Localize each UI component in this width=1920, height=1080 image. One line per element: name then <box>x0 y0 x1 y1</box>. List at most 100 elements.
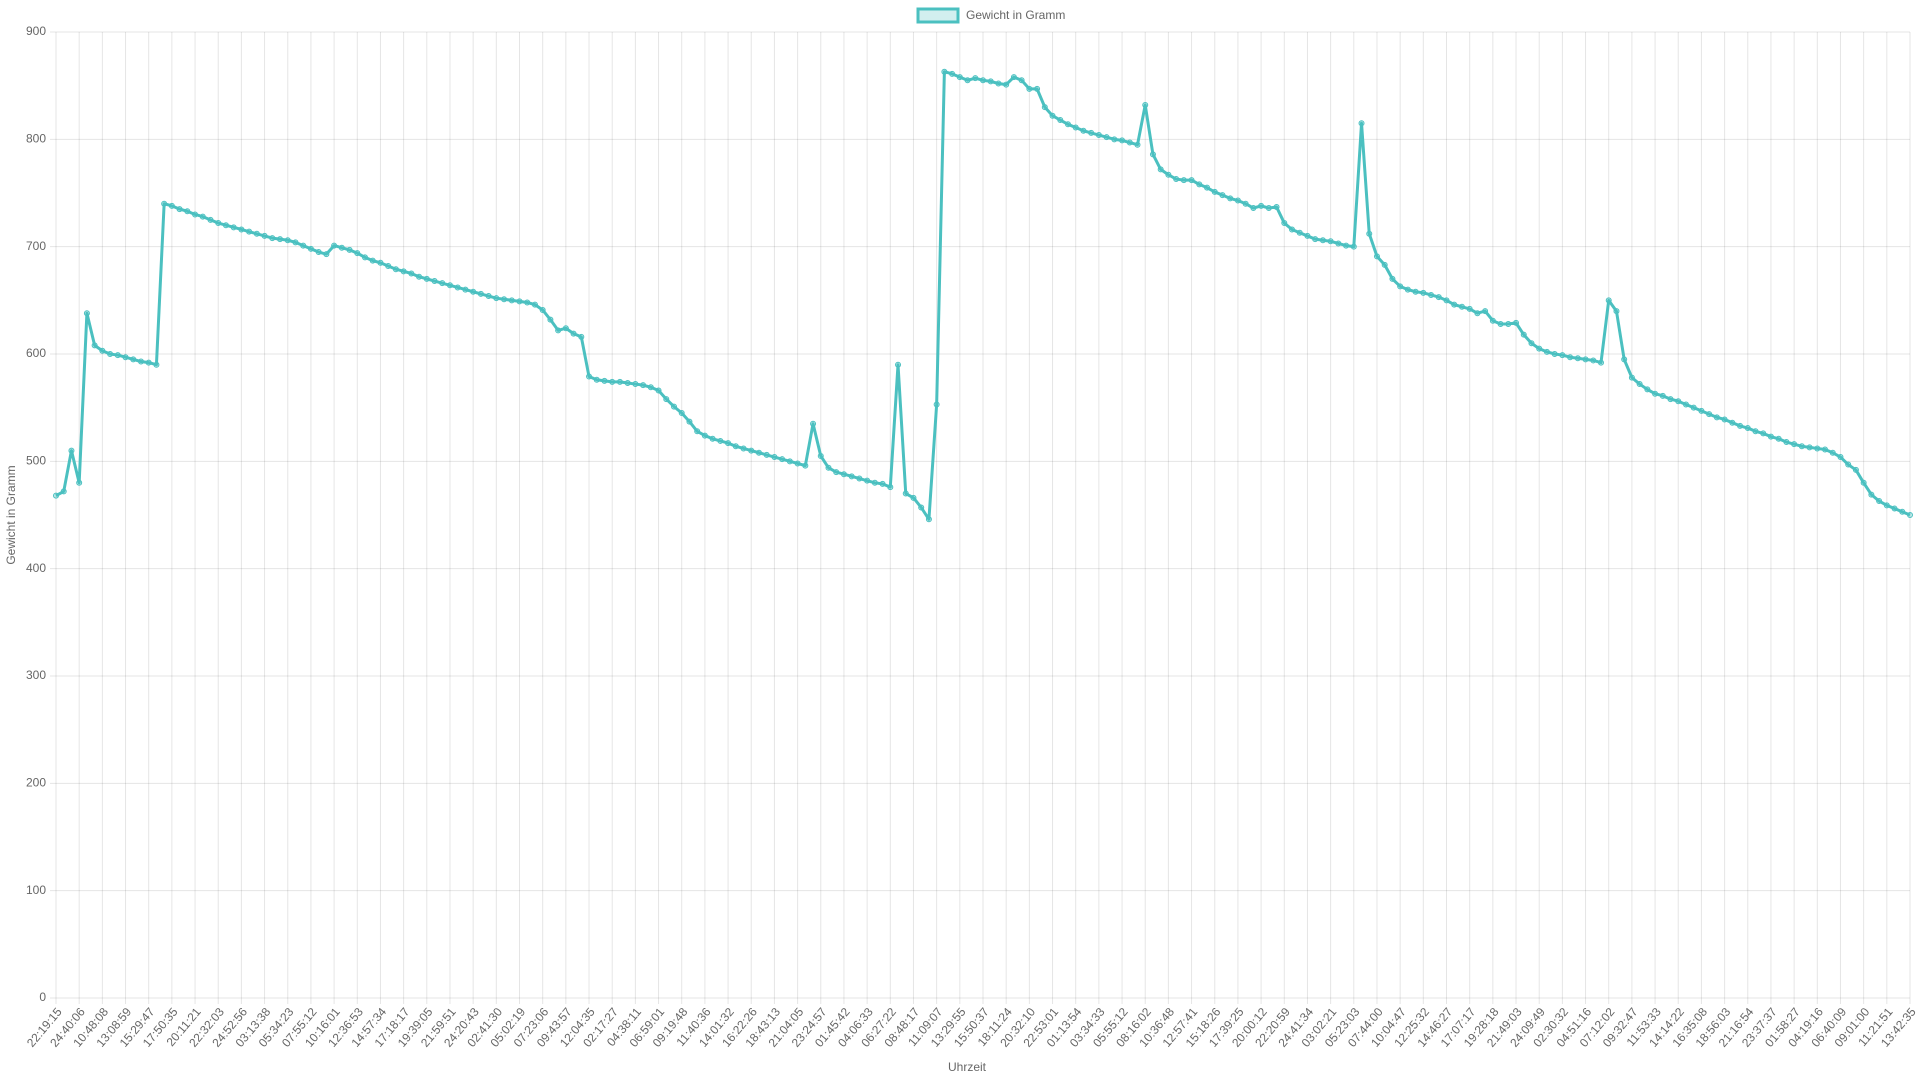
data-point <box>346 246 353 253</box>
data-point <box>539 306 546 313</box>
data-point <box>686 418 693 425</box>
y-tick-label: 100 <box>26 883 46 897</box>
data-point <box>1791 441 1798 448</box>
data-point <box>1505 320 1512 327</box>
data-point <box>1389 275 1396 282</box>
data-point <box>1590 357 1597 364</box>
data-point <box>392 266 399 273</box>
data-point <box>416 273 423 280</box>
data-point <box>1474 310 1481 317</box>
data-point <box>1103 134 1110 141</box>
data-point <box>1358 120 1365 127</box>
y-tick-label: 300 <box>26 668 46 682</box>
data-point <box>1806 444 1813 451</box>
data-point <box>1567 354 1574 361</box>
data-point <box>1412 288 1419 295</box>
data-point <box>802 462 809 469</box>
data-point <box>856 475 863 482</box>
data-point <box>1265 205 1272 212</box>
data-point <box>779 456 786 463</box>
data-point <box>176 206 183 213</box>
data-point <box>956 74 963 81</box>
data-point <box>717 437 724 444</box>
data-point <box>925 516 932 523</box>
data-point <box>1064 121 1071 128</box>
data-point <box>1142 101 1149 108</box>
data-point <box>462 286 469 293</box>
data-point <box>771 454 778 461</box>
data-point <box>207 216 214 223</box>
data-point <box>1605 297 1612 304</box>
data-point <box>1250 205 1257 212</box>
data-point <box>168 202 175 209</box>
data-point <box>439 280 446 287</box>
data-point <box>1644 386 1651 393</box>
data-point <box>980 77 986 84</box>
data-point <box>1652 390 1659 397</box>
x-axis-title: Uhrzeit <box>948 1060 987 1074</box>
data-point <box>786 458 793 465</box>
data-point <box>1690 404 1697 411</box>
data-point <box>493 295 500 302</box>
data-point <box>1845 461 1852 468</box>
data-point <box>277 236 284 243</box>
data-point <box>1636 381 1643 388</box>
data-point <box>1713 414 1720 421</box>
data-point <box>655 387 662 394</box>
y-tick-label: 600 <box>26 346 46 360</box>
data-point <box>1659 392 1666 399</box>
data-point <box>1868 491 1875 498</box>
data-point <box>1551 351 1558 357</box>
data-point <box>1613 308 1620 315</box>
data-point <box>1860 479 1867 486</box>
data-point <box>725 440 732 447</box>
y-tick-label: 900 <box>26 24 46 38</box>
data-point <box>1041 104 1048 111</box>
data-point <box>1822 446 1829 453</box>
legend-swatch <box>916 7 960 24</box>
data-point <box>1080 127 1087 134</box>
legend-label: Gewicht in Gramm <box>966 8 1065 22</box>
data-point <box>315 249 322 256</box>
data-point <box>454 284 461 291</box>
data-point <box>107 351 114 357</box>
data-point <box>161 200 168 207</box>
data-point <box>1891 505 1898 512</box>
data-point <box>1907 512 1913 518</box>
data-point <box>1752 428 1759 435</box>
data-point <box>307 245 314 252</box>
data-point <box>709 435 716 442</box>
data-point <box>408 270 415 277</box>
data-line <box>55 70 1911 521</box>
data-point <box>1088 129 1095 136</box>
y-tick-label: 0 <box>39 990 46 1004</box>
data-point <box>1852 466 1859 473</box>
data-point <box>763 451 770 458</box>
data-point <box>1095 132 1102 139</box>
data-point <box>1536 345 1543 352</box>
data-point <box>1497 320 1504 327</box>
data-point <box>1281 220 1288 227</box>
data-point <box>83 310 90 317</box>
data-point <box>60 488 67 495</box>
data-point <box>300 242 307 249</box>
data-point <box>1366 230 1373 237</box>
data-point <box>1273 203 1280 210</box>
data-point <box>1327 238 1334 245</box>
data-point <box>817 452 824 459</box>
data-point <box>1258 202 1265 209</box>
data-point <box>238 226 245 233</box>
data-point <box>1729 419 1736 426</box>
data-point <box>145 359 152 366</box>
data-point <box>1837 454 1844 461</box>
data-point <box>671 403 677 410</box>
data-point <box>1126 139 1133 146</box>
data-point <box>694 428 701 435</box>
data-point <box>864 477 871 484</box>
data-point <box>825 464 832 471</box>
data-point <box>1350 243 1357 250</box>
data-point <box>1373 253 1380 260</box>
data-point <box>1234 197 1241 204</box>
data-point <box>1018 77 1025 84</box>
